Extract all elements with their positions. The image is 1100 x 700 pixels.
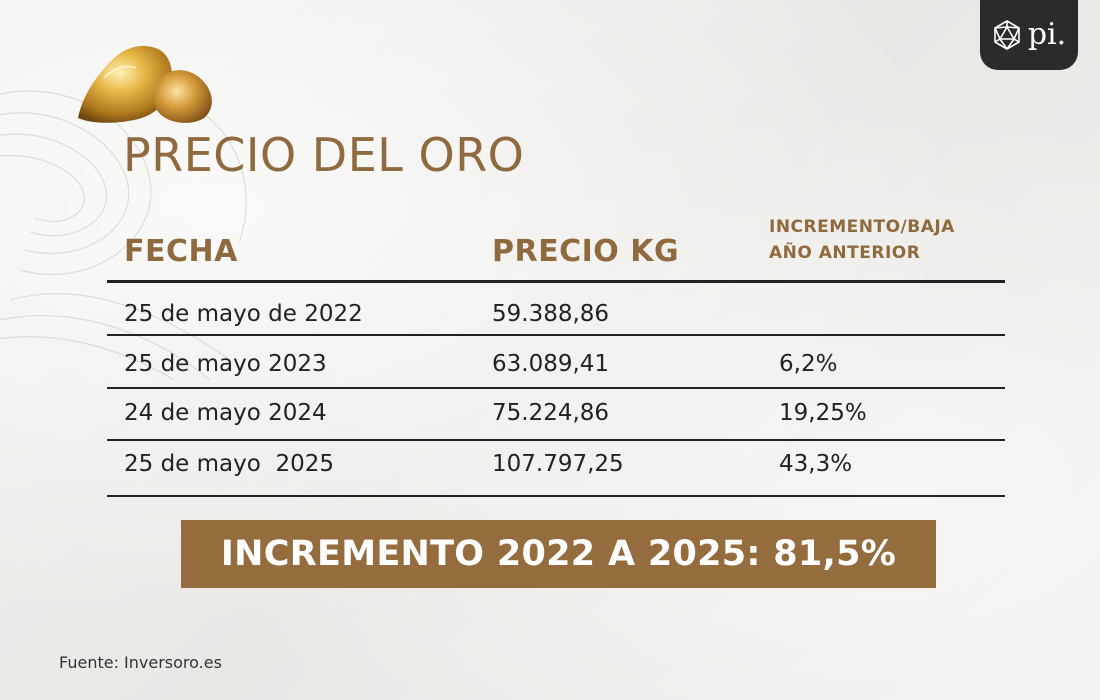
geodesic-sphere-icon [994, 20, 1020, 50]
header-precio-kg: PRECIO KG [492, 234, 680, 269]
cell-fecha: 25 de mayo 2023 [124, 351, 327, 377]
banner-text: INCREMENTO 2022 A 2025: 81,5% [220, 534, 897, 574]
row-divider [107, 387, 1005, 389]
header-incremento: INCREMENTO/BAJA AÑO ANTERIOR [769, 214, 955, 266]
source-note: Fuente: Inversoro.es [59, 653, 222, 672]
logo-text: pi. [1027, 17, 1067, 52]
header-fecha: FECHA [124, 234, 238, 269]
page-title: PRECIO DEL ORO [123, 128, 525, 182]
cell-fecha: 25 de mayo 2025 [124, 451, 334, 477]
cell-incremento: 19,25% [779, 400, 867, 426]
header-divider [107, 280, 1005, 283]
row-divider [107, 334, 1005, 336]
pi-logo: pi. [980, 0, 1078, 70]
cell-precio: 59.388,86 [492, 301, 610, 327]
row-divider [107, 439, 1005, 441]
cell-precio: 63.089,41 [492, 351, 610, 377]
header-incremento-line2: AÑO ANTERIOR [769, 243, 921, 263]
gold-nugget-icon [78, 45, 212, 123]
cell-incremento: 43,3% [779, 451, 853, 477]
cell-precio: 107.797,25 [492, 451, 624, 477]
header-incremento-line1: INCREMENTO/BAJA [769, 217, 955, 237]
cell-incremento: 6,2% [779, 351, 838, 377]
table-bottom-divider [107, 495, 1005, 497]
cell-precio: 75.224,86 [492, 400, 610, 426]
cell-fecha: 24 de mayo 2024 [124, 400, 327, 426]
cell-fecha: 25 de mayo de 2022 [124, 301, 363, 327]
total-increase-banner: INCREMENTO 2022 A 2025: 81,5% [181, 520, 936, 588]
